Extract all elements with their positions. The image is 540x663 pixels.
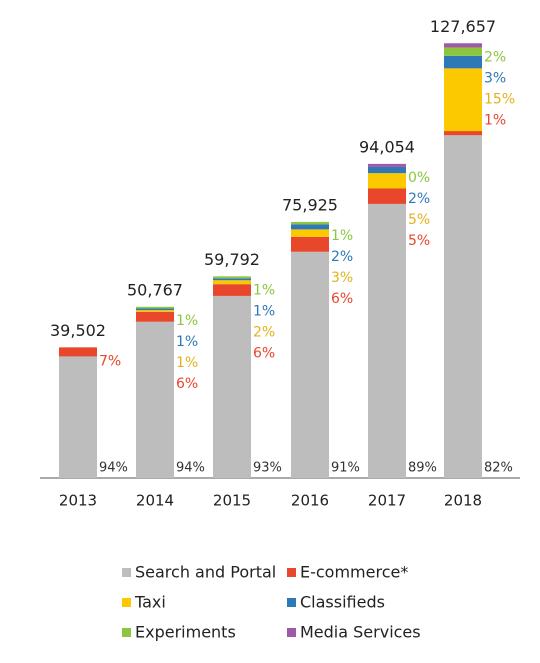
value-label: 1% xyxy=(331,228,353,244)
value-label: 91% xyxy=(331,461,360,476)
value-label: 15% xyxy=(484,91,515,107)
bar-segment xyxy=(444,43,482,48)
bar-segment xyxy=(291,251,329,478)
total-label: 39,502 xyxy=(50,321,106,340)
bar-segment xyxy=(213,280,251,285)
x-tick-label: 2016 xyxy=(291,492,329,510)
value-label: 5% xyxy=(408,233,430,249)
value-label: 2% xyxy=(408,191,430,207)
bar-segment xyxy=(291,224,329,230)
value-label: 6% xyxy=(176,376,198,392)
bar-segment xyxy=(368,203,406,479)
value-label: 2% xyxy=(253,324,275,340)
bar-segment xyxy=(213,284,251,296)
bar-segment xyxy=(444,47,482,56)
bar-segment xyxy=(136,308,174,311)
value-label: 94% xyxy=(99,461,128,476)
legend-label: Taxi xyxy=(134,593,166,612)
value-label: 93% xyxy=(253,461,282,476)
value-label: 5% xyxy=(408,212,430,228)
bar-segment xyxy=(291,221,329,225)
value-label: 1% xyxy=(176,313,198,329)
total-label: 59,792 xyxy=(204,250,260,269)
value-label: 7% xyxy=(99,353,121,369)
bar-segment xyxy=(444,131,482,136)
value-label: 82% xyxy=(484,461,513,476)
legend-swatch xyxy=(122,568,131,577)
x-tick-label: 2017 xyxy=(368,492,406,510)
bar-segment xyxy=(444,55,482,69)
bar-segment xyxy=(136,306,174,309)
value-label: 1% xyxy=(176,334,198,350)
value-label: 89% xyxy=(408,461,437,476)
legend-label: Classifieds xyxy=(300,593,385,612)
total-label: 94,054 xyxy=(359,137,415,156)
x-tick-label: 2013 xyxy=(59,492,97,510)
bar-segment xyxy=(213,295,251,478)
total-label: 127,657 xyxy=(430,17,496,36)
x-tick-label: 2014 xyxy=(136,492,174,510)
legend-label: Search and Portal xyxy=(135,563,276,582)
value-label: 94% xyxy=(176,461,205,476)
value-label: 3% xyxy=(484,70,506,86)
x-tick-label: 2018 xyxy=(444,492,482,510)
bar-segment xyxy=(291,236,329,252)
value-label: 6% xyxy=(253,345,275,361)
bar-segment xyxy=(59,347,97,357)
legend-label: Experiments xyxy=(135,623,236,642)
bar-segment xyxy=(444,135,482,479)
bar-segment xyxy=(368,163,406,167)
value-label: 1% xyxy=(176,355,198,371)
bar-segment xyxy=(444,68,482,132)
value-label: 2% xyxy=(484,49,506,65)
value-label: 1% xyxy=(253,282,275,298)
legend-label: Media Services xyxy=(300,623,421,642)
legend-label: E-commerce* xyxy=(300,563,408,582)
legend-swatch xyxy=(122,628,131,637)
value-label: 3% xyxy=(331,270,353,286)
bar-segment xyxy=(136,311,174,322)
total-label: 50,767 xyxy=(127,280,183,299)
legend-swatch xyxy=(287,628,296,637)
bar-segment xyxy=(368,166,406,174)
legend-swatch xyxy=(122,598,131,607)
value-label: 1% xyxy=(253,303,275,319)
bar-segment xyxy=(136,321,174,478)
x-tick-label: 2015 xyxy=(213,492,251,510)
legend-swatch xyxy=(287,598,296,607)
total-label: 75,925 xyxy=(282,195,338,214)
value-label: 6% xyxy=(331,291,353,307)
bar-segment xyxy=(368,188,406,204)
bar-segment xyxy=(213,276,251,279)
bar-segment xyxy=(59,356,97,478)
bar-segment xyxy=(368,173,406,189)
bar-segment xyxy=(136,310,174,312)
legend-swatch xyxy=(287,568,296,577)
value-label: 2% xyxy=(331,249,353,265)
value-label: 1% xyxy=(484,112,506,128)
bar-segment xyxy=(213,278,251,281)
bar-segment xyxy=(291,229,329,237)
value-label: 0% xyxy=(408,170,430,186)
